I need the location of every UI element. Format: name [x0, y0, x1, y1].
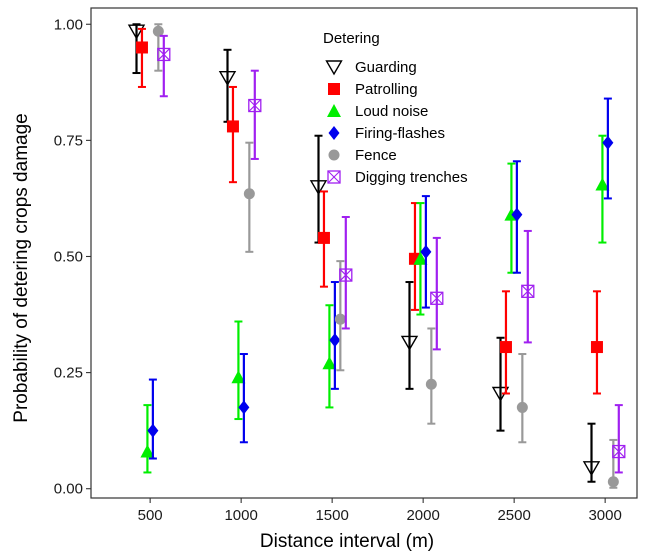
data-point	[516, 401, 528, 413]
data-point	[238, 400, 250, 415]
data-point	[334, 313, 346, 325]
legend-item: Guarding	[325, 59, 417, 76]
legend-item: Fence	[328, 147, 397, 164]
error-bar	[143, 404, 152, 474]
data-point	[127, 24, 146, 40]
data-point	[521, 284, 535, 298]
data-point	[590, 341, 603, 354]
error-bar	[518, 353, 527, 444]
data-point	[329, 333, 341, 348]
series-fence	[152, 23, 619, 489]
error-bar	[250, 69, 259, 160]
legend-symbol	[325, 60, 343, 76]
data-point	[322, 356, 337, 370]
legend: Guarding Patrolling Loud noise Firing-flash…	[325, 59, 468, 186]
data-point	[420, 244, 432, 259]
legend-label: Fence	[355, 147, 397, 164]
error-bar	[159, 34, 168, 98]
data-point	[400, 335, 419, 351]
data-point	[317, 231, 330, 244]
x-tick-label: 2500	[497, 507, 530, 524]
legend-item: Digging trenches	[327, 169, 468, 186]
y-axis-title: Probability of detering crops damage	[11, 113, 32, 422]
legend-symbol	[328, 149, 340, 161]
data-point	[430, 291, 444, 305]
data-point	[248, 98, 262, 113]
error-bar	[432, 236, 441, 351]
error-bar	[614, 404, 623, 474]
data-point	[243, 188, 255, 200]
legend-label: Digging trenches	[355, 169, 468, 186]
data-point	[140, 444, 155, 458]
series-firing-flashes	[147, 97, 614, 460]
error-bar	[523, 229, 532, 344]
error-bar	[228, 85, 237, 184]
error-bar	[148, 378, 157, 460]
data-point	[612, 444, 626, 459]
legend-item: Loud noise	[327, 103, 428, 120]
data-point	[499, 341, 512, 354]
data-point	[309, 180, 328, 196]
legend-label: Firing-flashes	[355, 125, 445, 142]
x-axis-title: Distance interval (m)	[260, 531, 434, 552]
series-patrolling	[135, 27, 603, 395]
legend-symbol	[327, 170, 341, 184]
data-point	[218, 70, 237, 87]
error-bar	[427, 327, 436, 425]
y-tick-label: 0.75	[54, 132, 83, 149]
legend-symbol	[327, 104, 341, 117]
error-bar	[587, 422, 596, 483]
axes: 500 1000 1500 2000 2500 3000 0.00 0.25 0.50 0.75 1…	[54, 16, 622, 524]
x-tick-label: 2000	[406, 507, 439, 524]
legend-title: Detering	[323, 30, 380, 47]
data-point	[226, 120, 239, 133]
data-point	[135, 41, 148, 54]
legend-symbol	[328, 126, 340, 140]
legend-label: Patrolling	[355, 81, 418, 98]
series-digging-trenches	[157, 34, 626, 474]
error-bar	[496, 336, 505, 432]
data-point	[231, 370, 246, 384]
legend-label: Guarding	[355, 59, 417, 76]
data-point	[602, 135, 614, 150]
y-tick-label: 1.00	[54, 16, 83, 33]
data-marks	[127, 23, 626, 489]
error-bar	[239, 353, 248, 444]
error-bar	[341, 216, 350, 330]
error-bar	[405, 281, 414, 390]
legend-item: Patrolling	[328, 81, 418, 98]
plot-panel	[90, 7, 638, 499]
x-tick-label: 1500	[315, 507, 348, 524]
data-point	[413, 251, 428, 265]
data-point	[339, 268, 353, 282]
data-point	[595, 177, 610, 191]
legend-symbol	[328, 83, 340, 95]
data-point	[147, 423, 159, 438]
series-loud-noise	[140, 134, 610, 474]
plot-border	[90, 7, 638, 499]
y-tick-label: 0.00	[54, 481, 83, 498]
data-point	[582, 461, 601, 477]
data-point	[607, 476, 619, 488]
x-tick-label: 1000	[224, 507, 257, 524]
legend-item: Firing-flashes	[328, 125, 445, 142]
data-point	[152, 25, 164, 37]
data-point	[425, 378, 437, 390]
y-tick-label: 0.50	[54, 248, 83, 265]
data-point	[511, 207, 523, 222]
data-point	[157, 47, 171, 62]
error-bar	[137, 27, 146, 88]
y-tick-label: 0.25	[54, 365, 83, 382]
x-tick-label: 3000	[588, 507, 621, 524]
x-tick-label: 500	[138, 507, 163, 524]
legend-label: Loud noise	[355, 103, 428, 120]
series-guarding	[127, 23, 601, 483]
